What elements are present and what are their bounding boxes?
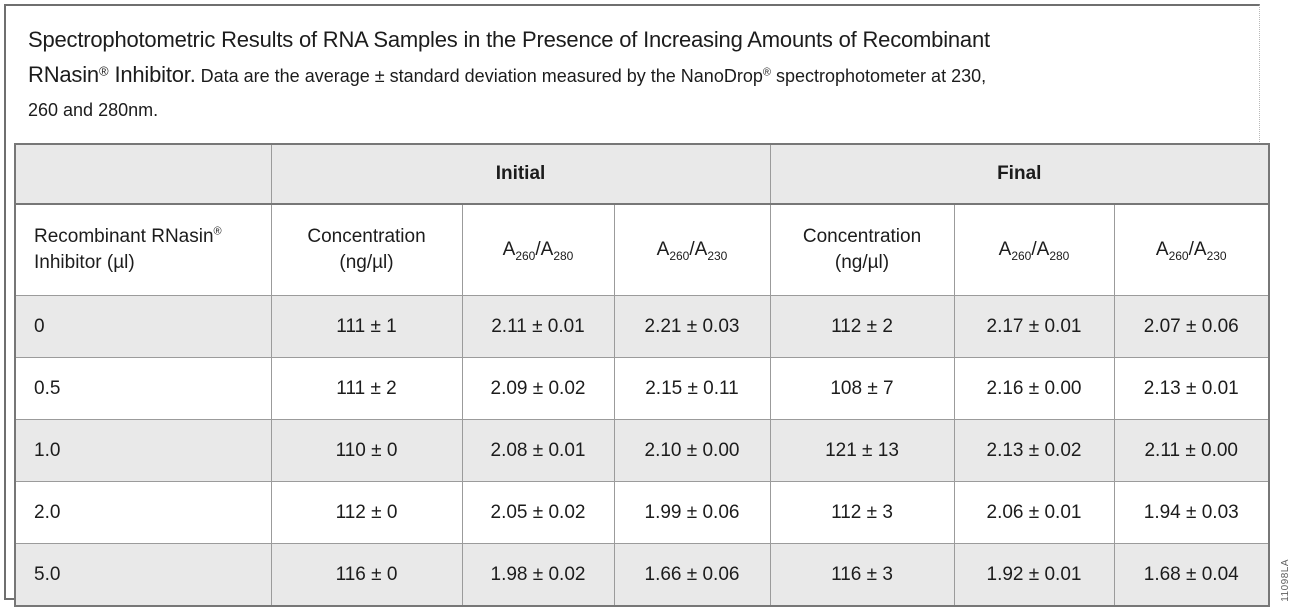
row-axis-header-text: Recombinant RNasin [34,226,214,247]
col-header-initial-concentration: Concentration (ng/µl) [270,203,463,296]
cell-final-concentration: 116 ± 3 [769,543,955,607]
col-header-final-a260-a280: A260/A280 [953,203,1115,296]
cell-final-concentration: 121 ± 13 [769,419,955,482]
cell-inhibitor-ul: 5.0 [14,543,272,607]
cell-inhibitor-ul: 0.5 [14,357,272,420]
table-group-header-row: Initial Final [14,143,1270,205]
cell-final-a260-a230: 2.07 ± 0.06 [1113,295,1270,358]
group-header-initial: Initial [270,143,771,205]
group-header-final: Final [769,143,1270,205]
table-row: 5.0 116 ± 0 1.98 ± 0.02 1.66 ± 0.06 116 … [14,543,1270,607]
corner-empty-cell [14,143,272,205]
caption-body-part2: spectrophotometer at 230, [770,66,987,86]
table-row: 2.0 112 ± 0 2.05 ± 0.02 1.99 ± 0.06 112 … [14,481,1270,544]
cell-final-a260-a280: 2.13 ± 0.02 [953,419,1115,482]
col-header-initial-a260-a280: A260/A280 [461,203,615,296]
cell-final-a260-a230: 2.11 ± 0.00 [1113,419,1270,482]
registered-trademark-icon: ® [98,63,109,79]
cell-initial-a260-a230: 2.21 ± 0.03 [613,295,771,358]
cell-final-a260-a280: 2.06 ± 0.01 [953,481,1115,544]
concentration-unit: (ng/µl) [339,252,394,273]
col-header-final-a260-a230: A260/A230 [1113,203,1270,296]
cell-inhibitor-ul: 2.0 [14,481,272,544]
cell-inhibitor-ul: 0 [14,295,272,358]
cell-initial-a260-a280: 2.11 ± 0.01 [461,295,615,358]
cell-initial-concentration: 116 ± 0 [270,543,463,607]
cell-initial-concentration: 111 ± 1 [270,295,463,358]
caption-title-line2-end: Inhibitor. [108,62,196,87]
cell-final-concentration: 108 ± 7 [769,357,955,420]
caption-title-line2: RNasin [28,62,99,87]
concentration-unit: (ng/µl) [834,252,890,273]
cell-final-a260-a230: 1.68 ± 0.04 [1113,543,1270,607]
cell-final-a260-a230: 1.94 ± 0.03 [1113,481,1270,544]
registered-trademark-icon: ® [762,66,771,79]
caption-title-line1: Spectrophotometric Results of RNA Sample… [28,27,990,52]
col-header-inhibitor: Recombinant RNasin® Inhibitor (µl) [14,203,272,296]
registered-trademark-icon: ® [213,225,222,238]
row-axis-header-unit: Inhibitor (µl) [34,252,135,273]
cell-initial-a260-a280: 2.09 ± 0.02 [461,357,615,420]
cell-initial-a260-a280: 2.08 ± 0.01 [461,419,615,482]
cell-initial-concentration: 111 ± 2 [270,357,463,420]
caption-body-part1: Data are the average ± standard deviatio… [195,66,763,86]
cell-initial-concentration: 112 ± 0 [270,481,463,544]
col-header-initial-a260-a230: A260/A230 [613,203,771,296]
concentration-label: Concentration [307,226,426,247]
table-row: 0 111 ± 1 2.11 ± 0.01 2.21 ± 0.03 112 ± … [14,295,1270,358]
cell-initial-a260-a280: 2.05 ± 0.02 [461,481,615,544]
cell-initial-a260-a230: 2.15 ± 0.11 [613,357,771,420]
col-header-final-concentration: Concentration (ng/µl) [769,203,955,296]
table-row: 0.5 111 ± 2 2.09 ± 0.02 2.15 ± 0.11 108 … [14,357,1270,420]
cell-inhibitor-ul: 1.0 [14,419,272,482]
cell-final-concentration: 112 ± 3 [769,481,955,544]
figure-part-number: 11098LA [1280,559,1291,602]
concentration-label: Concentration [802,226,922,247]
cell-final-a260-a280: 1.92 ± 0.01 [953,543,1115,607]
cell-initial-a260-a280: 1.98 ± 0.02 [461,543,615,607]
cell-final-concentration: 112 ± 2 [769,295,955,358]
cell-initial-a260-a230: 1.66 ± 0.06 [613,543,771,607]
cell-initial-a260-a230: 1.99 ± 0.06 [613,481,771,544]
figure-caption: Spectrophotometric Results of RNA Sample… [28,24,1238,128]
cell-initial-a260-a230: 2.10 ± 0.00 [613,419,771,482]
table-column-header-row: Recombinant RNasin® Inhibitor (µl) Conce… [14,203,1270,296]
figure-border-box: Spectrophotometric Results of RNA Sample… [4,4,1270,607]
cell-final-a260-a280: 2.17 ± 0.01 [953,295,1115,358]
table-row: 1.0 110 ± 0 2.08 ± 0.01 2.10 ± 0.00 121 … [14,419,1270,482]
results-table: Initial Final Recombinant RNasin® Inhibi… [14,143,1270,607]
cell-initial-concentration: 110 ± 0 [270,419,463,482]
cell-final-a260-a280: 2.16 ± 0.00 [953,357,1115,420]
cell-final-a260-a230: 2.13 ± 0.01 [1113,357,1270,420]
caption-body-line3: 260 and 280nm. [28,100,159,120]
